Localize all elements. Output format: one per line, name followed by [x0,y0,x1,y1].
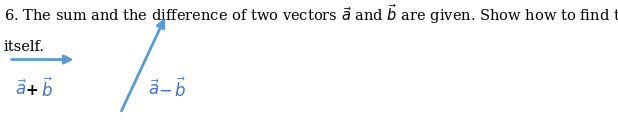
Text: $-$: $-$ [158,82,172,99]
Text: $\vec{a}$: $\vec{a}$ [15,79,27,99]
Text: $\vec{b}$: $\vec{b}$ [174,77,186,101]
Text: $\mathbf{+}$: $\mathbf{+}$ [25,83,38,98]
Text: itself.: itself. [4,40,45,54]
Text: $\vec{b}$: $\vec{b}$ [41,77,53,101]
Text: $\vec{a}$: $\vec{a}$ [148,79,160,99]
Text: 6. The sum and the difference of two vectors $\vec{a}$ and $\vec{b}$ are given. : 6. The sum and the difference of two vec… [4,2,618,26]
